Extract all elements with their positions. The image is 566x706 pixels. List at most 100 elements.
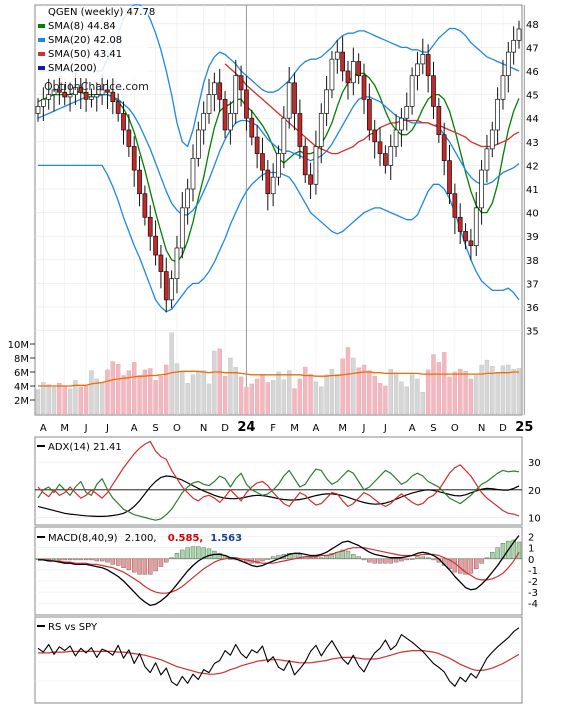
candle-body xyxy=(163,271,169,301)
candle-body xyxy=(35,106,41,114)
candle-body xyxy=(142,193,148,218)
x-tick-label: S xyxy=(152,423,158,434)
legend-entry: SMA(200) xyxy=(48,63,97,74)
candle-body xyxy=(399,117,404,131)
volume-bar xyxy=(383,385,388,415)
candle-body xyxy=(393,129,399,147)
x-tick-label: D xyxy=(499,423,507,434)
volume-bar xyxy=(286,370,292,415)
volume-bar xyxy=(447,376,452,415)
volume-bar xyxy=(340,358,345,415)
x-tick-label: A xyxy=(131,423,138,434)
candle-body xyxy=(51,89,57,95)
x-tick-label: N xyxy=(478,423,485,434)
macd-histogram-bar xyxy=(415,556,420,560)
candle-body xyxy=(377,141,383,154)
candle-body xyxy=(436,106,442,136)
x-tick-label: M xyxy=(60,423,69,434)
legend-swatch xyxy=(38,66,45,70)
volume-bar xyxy=(62,385,67,415)
volume-bar xyxy=(180,371,185,415)
legend-entry: SMA(20) 42.08 xyxy=(48,35,122,46)
candle-body xyxy=(345,70,351,84)
macd-tick-label: 0 xyxy=(528,555,534,566)
macd-value: 2.100, xyxy=(125,533,157,544)
macd-histogram-bar xyxy=(490,551,495,560)
x-tick-label: O xyxy=(451,423,459,434)
macd-histogram-bar xyxy=(431,558,436,561)
macd-label: MACD(8,40,9) xyxy=(48,533,118,544)
volume-bar xyxy=(94,378,99,415)
candle-body xyxy=(367,98,372,131)
candle-body xyxy=(158,254,164,272)
candle-body xyxy=(425,54,431,77)
macd-histogram-bar xyxy=(367,558,372,563)
volume-bar xyxy=(474,375,479,415)
volume-bar xyxy=(99,382,105,415)
volume-bar xyxy=(270,380,276,415)
macd-histogram-bar xyxy=(452,558,458,573)
macd-tick-label: -3 xyxy=(528,588,538,599)
macd-histogram-bar xyxy=(164,558,169,563)
macd-histogram-bar xyxy=(313,557,319,560)
volume-sma-line xyxy=(38,370,519,387)
x-tick-label: J xyxy=(362,423,366,434)
volume-bar xyxy=(196,371,201,415)
candle-body xyxy=(495,98,500,131)
macd-histogram-bar xyxy=(206,548,212,560)
macd-histogram-bar xyxy=(383,558,388,564)
candle-body xyxy=(147,216,153,237)
macd-histogram-bar xyxy=(308,557,313,560)
macd-tick-label: 2 xyxy=(528,533,534,544)
candle-body xyxy=(415,63,420,77)
volume-bar xyxy=(67,388,73,415)
volume-bar xyxy=(303,366,308,415)
volume-bar xyxy=(190,374,196,415)
volume-bar xyxy=(372,376,377,415)
macd-histogram-bar xyxy=(51,558,57,560)
macd-histogram-bar xyxy=(126,558,132,571)
volume-bar xyxy=(495,372,500,415)
volume-bar xyxy=(335,373,340,415)
x-tick-label: 25 xyxy=(515,420,533,435)
macd-tick-label: -4 xyxy=(528,599,538,610)
candle-body xyxy=(302,146,308,176)
candle-body xyxy=(457,216,463,232)
macd-histogram-bar xyxy=(297,554,303,560)
volume-bar xyxy=(73,380,78,415)
candle-body xyxy=(489,129,495,150)
volume-bar xyxy=(238,376,244,415)
macd-histogram-bar xyxy=(201,547,206,560)
volume-bar xyxy=(217,348,222,415)
price-tick-label: 42 xyxy=(526,161,539,172)
volume-bar xyxy=(313,381,319,415)
candle-body xyxy=(121,113,126,131)
volume-bar xyxy=(51,387,57,415)
x-tick-label: N xyxy=(200,423,207,434)
macd-histogram-bar xyxy=(511,539,516,560)
candle-body xyxy=(505,51,511,77)
candle-body xyxy=(254,136,260,154)
volume-bar xyxy=(500,365,506,415)
candle-body xyxy=(67,94,73,98)
adx-tick-label: 10 xyxy=(528,513,541,524)
volume-bar xyxy=(452,371,458,415)
volume-bar xyxy=(222,376,228,415)
candle-body xyxy=(324,89,329,114)
volume-bar xyxy=(377,383,383,415)
candle-body xyxy=(94,94,100,98)
volume-bar xyxy=(319,386,324,415)
candle-body xyxy=(281,117,287,154)
candle-body xyxy=(40,98,46,107)
macd-histogram-bar xyxy=(399,558,404,562)
macd-histogram-bar xyxy=(377,558,383,564)
volume-bar xyxy=(399,381,404,415)
macd-histogram-bar xyxy=(94,558,99,562)
volume-bar xyxy=(153,380,158,415)
macd-histogram-bar xyxy=(484,557,490,560)
candle-body xyxy=(46,94,52,100)
adx-label: ADX(14) 21.41 xyxy=(48,442,122,453)
volume-bar xyxy=(142,369,148,415)
candle-body xyxy=(217,82,223,100)
